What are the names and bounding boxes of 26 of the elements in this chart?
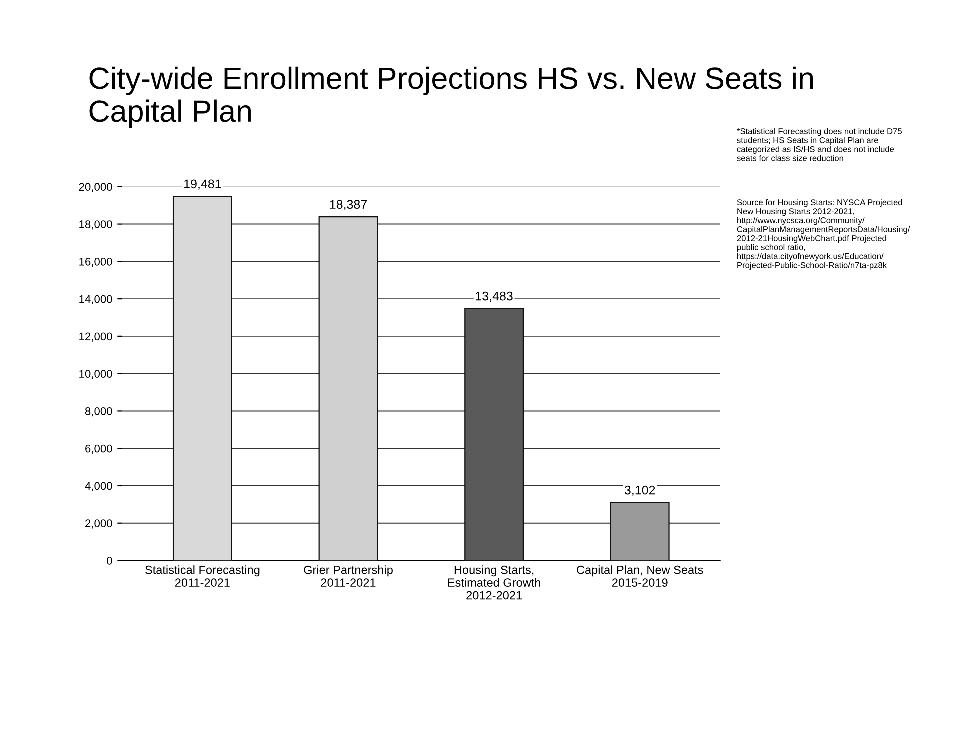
y-tick-label: 20,000 [79, 183, 112, 192]
y-tick-label: 16,000 [80, 258, 112, 268]
bar [318, 216, 378, 561]
y-tick-label: 18,000 [80, 220, 112, 230]
x-tick-label: Capital Plan, New Seats 2015-2019 [577, 566, 704, 587]
data-label: 19,481 [184, 180, 222, 190]
data-label: 13,483 [476, 292, 513, 302]
y-tick-label: 4,000 [85, 482, 112, 492]
x-tick-label: Grier Partnership 2011-2021 [304, 566, 393, 587]
y-tick-label: 2,000 [86, 520, 112, 529]
bar [172, 196, 232, 561]
y-tick-label: 14,000 [80, 295, 112, 305]
text: *Statistical Forecasting does not include D75 students; HS Seats in Capital Plan are categorized as IS/HS and does not include seats for class size reduction [737, 128, 902, 162]
bar [464, 308, 524, 561]
bar [610, 502, 670, 561]
chart-title: City-wide Enrollment Projections HS vs. New Seats in Capital Plan [90, 66, 814, 128]
y-tick-label: 6,000 [86, 444, 112, 454]
y-tick-label: 8,000 [85, 407, 112, 417]
y-tick-label: 12,000 [80, 332, 112, 342]
source-note: Source for Housing Starts: NYSCA Projected New Housing Starts 2012-2021, http://www.nycsca.org/Community/ CapitalPlanManagementReportsData/Housing/ 2012-21HousingWebChart.pdf Projected public school ratio, https://data.cityofnewyork.us/Education/ Projected-Public-School-Ratio/n7ta-pz8k [737, 199, 910, 270]
data-label: 3,102 [624, 486, 656, 496]
x-tick-label: Statistical Forecasting 2011-2021 [145, 566, 260, 587]
x-tick-label: Housing Starts, Estimated Growth 2012-2021 [448, 566, 540, 600]
data-label: 18,387 [330, 200, 367, 211]
y-tick-label: 0 [107, 557, 112, 565]
y-tick-label: 10,000 [80, 370, 112, 380]
